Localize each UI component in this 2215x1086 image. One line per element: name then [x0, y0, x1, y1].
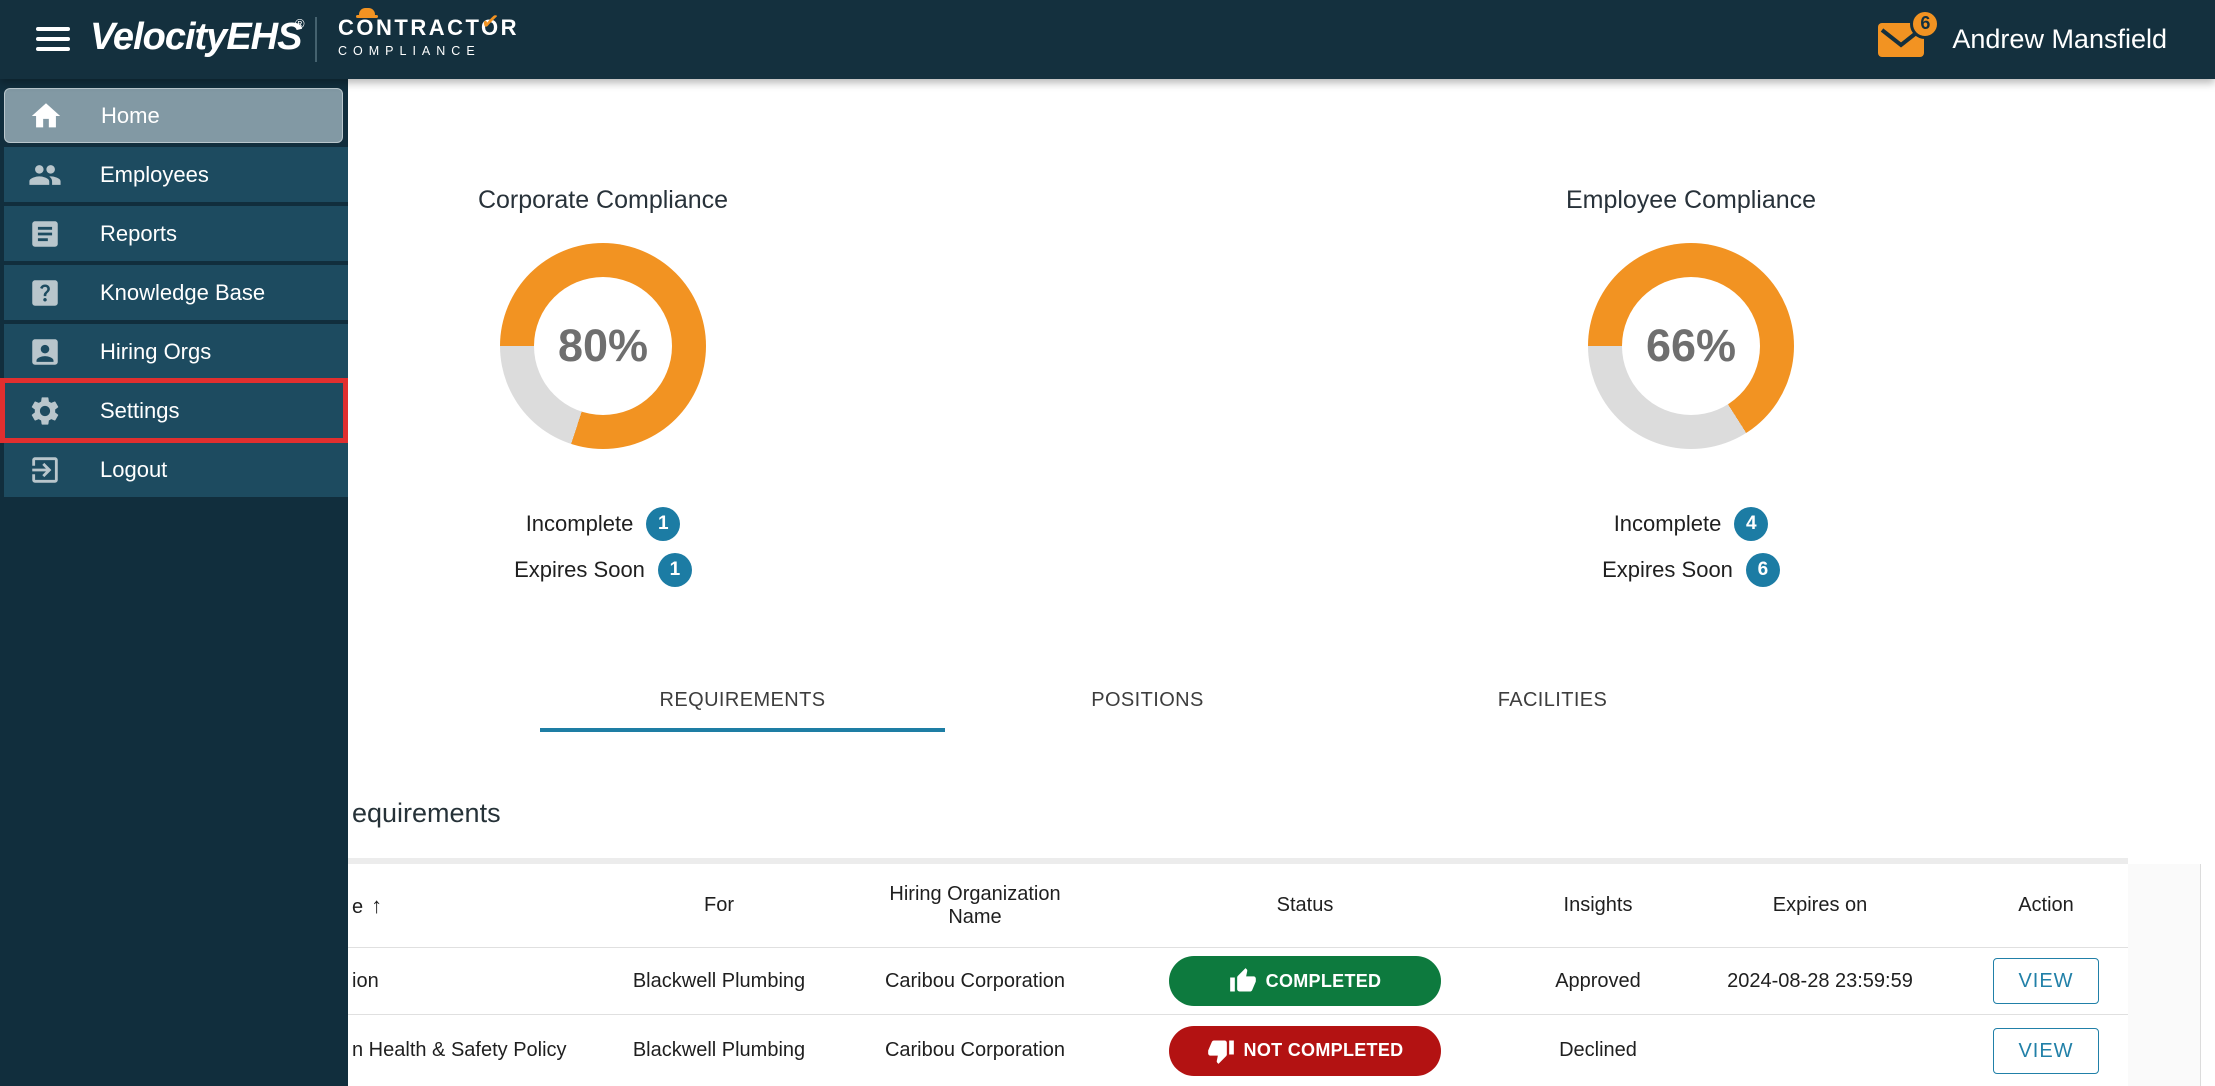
- column-header-status[interactable]: Status: [1276, 894, 1334, 916]
- requirement-name-cell: n Health & Safety Policy: [352, 1039, 567, 1061]
- notifications-button[interactable]: 6: [1878, 8, 1941, 57]
- notification-count-badge: 6: [1910, 8, 1941, 39]
- employee-compliance-title: Employee Compliance: [1565, 186, 1817, 214]
- corporate-expires-soon-row: Expires Soon 1: [393, 553, 813, 587]
- section-divider: [348, 858, 2128, 864]
- status-badge-not-completed: NOT COMPLETED: [1169, 1025, 1441, 1076]
- column-header-action[interactable]: Action: [2018, 894, 2074, 916]
- report-document-icon: [28, 217, 62, 251]
- velocityehs-logo: VelocityEHS: [90, 16, 302, 58]
- column-header-for[interactable]: For: [704, 894, 734, 916]
- employee-compliance-percent: 66%: [1645, 320, 1737, 371]
- employee-incomplete-count-badge: 4: [1734, 507, 1769, 541]
- tab-facilities[interactable]: FACILITIES: [1497, 688, 1608, 711]
- action-cell: VIEW: [1964, 958, 2128, 1004]
- gear-icon: [28, 394, 62, 428]
- hard-hat-icon: [356, 8, 378, 18]
- corporate-expires-soon-count-badge: 1: [657, 553, 692, 587]
- column-header-insights[interactable]: Insights: [1563, 894, 1633, 916]
- corporate-compliance-donut-chart: 80%: [500, 243, 706, 449]
- corporate-compliance-percent: 80%: [557, 320, 649, 371]
- user-name[interactable]: Andrew Mansfield: [1952, 24, 2167, 54]
- hamburger-menu-icon[interactable]: [36, 27, 72, 53]
- employee-expires-soon-count-badge: 6: [1745, 553, 1780, 587]
- view-button[interactable]: VIEW: [1993, 958, 2099, 1004]
- employee-incomplete-row: Incomplete 4: [1481, 507, 1901, 541]
- employee-expires-soon-row: Expires Soon 6: [1481, 553, 1901, 587]
- sidebar-item-home[interactable]: Home: [4, 88, 343, 143]
- top-app-bar: VelocityEHS ® CONTRACTOR ✓ COMPLIANCE 6 …: [0, 0, 2215, 79]
- sidebar-item-knowledge-base[interactable]: Knowledge Base: [4, 265, 348, 320]
- column-header-hiring-org[interactable]: Hiring Organization Name: [889, 882, 1061, 928]
- home-icon: [29, 99, 63, 133]
- corporate-incomplete-count-badge: 1: [646, 507, 681, 541]
- status-cell: NOT COMPLETED: [1090, 1025, 1520, 1076]
- insights-cell: Approved: [1555, 969, 1641, 992]
- thumb-down-icon: [1207, 1040, 1234, 1064]
- help-question-icon: [28, 276, 62, 310]
- requirements-table: e ↑ For Hiring Organization Name Status I…: [348, 864, 2128, 1086]
- expires-on-cell: 2024-08-28 23:59:59: [1727, 969, 1913, 992]
- logout-icon: [28, 453, 62, 487]
- user-area: 6 Andrew Mansfield: [1878, 0, 2167, 79]
- requirement-name-cell: ion: [352, 969, 379, 992]
- scrollbar-track-line: [2200, 864, 2201, 1086]
- column-header-name-sorted[interactable]: e ↑: [352, 892, 383, 918]
- contact-card-icon: [28, 335, 62, 369]
- hiring-org-cell: Caribou Corporation: [884, 969, 1066, 992]
- hiring-org-cell: Caribou Corporation: [884, 1039, 1066, 1061]
- table-right-gutter: [2128, 864, 2215, 1086]
- sidebar-item-reports[interactable]: Reports: [4, 206, 348, 261]
- contractor-wordmark: CONTRACTOR ✓: [338, 7, 520, 40]
- sidebar-item-logout[interactable]: Logout: [4, 442, 348, 497]
- status-cell: COMPLETED: [1090, 956, 1520, 1006]
- tab-positions[interactable]: POSITIONS: [1091, 688, 1204, 711]
- requirements-section-heading: equirements: [352, 798, 501, 828]
- table-row: ion Blackwell Plumbing Caribou Corporati…: [348, 948, 2128, 1015]
- corporate-compliance-title: Corporate Compliance: [477, 186, 729, 214]
- check-icon: ✓: [479, 7, 504, 36]
- sort-ascending-icon: ↑: [371, 892, 383, 918]
- for-cell: Blackwell Plumbing: [632, 969, 806, 992]
- tab-requirements[interactable]: REQUIREMENTS: [540, 668, 945, 732]
- tab-bar: REQUIREMENTS POSITIONS FACILITIES: [540, 668, 1755, 732]
- sidebar-item-hiring-orgs[interactable]: Hiring Orgs: [4, 324, 348, 379]
- sidebar-item-employees[interactable]: Employees: [4, 147, 348, 202]
- status-badge-completed: COMPLETED: [1169, 956, 1441, 1006]
- contractor-compliance-logo: CONTRACTOR ✓ COMPLIANCE: [338, 7, 520, 58]
- scrollbar-track[interactable]: [2201, 864, 2215, 1086]
- sidebar-item-settings[interactable]: Settings: [4, 383, 348, 438]
- compliance-wordmark: COMPLIANCE: [338, 44, 481, 58]
- thumb-up-icon: [1229, 968, 1256, 992]
- action-cell: VIEW: [1964, 1027, 2128, 1074]
- insights-cell: Declined: [1559, 1039, 1637, 1061]
- sidebar-nav: Home Employees Reports Knowledge Base: [0, 79, 348, 1086]
- column-header-expires-on[interactable]: Expires on: [1772, 894, 1868, 916]
- corporate-incomplete-row: Incomplete 1: [393, 507, 813, 541]
- registered-trademark: ®: [295, 16, 305, 31]
- table-row: n Health & Safety Policy Blackwell Plumb…: [348, 1015, 2128, 1086]
- view-button[interactable]: VIEW: [1993, 1027, 2099, 1074]
- people-icon: [28, 158, 62, 192]
- table-header-row: e ↑ For Hiring Organization Name Status I…: [348, 864, 2128, 948]
- for-cell: Blackwell Plumbing: [632, 1039, 806, 1061]
- employee-compliance-donut-chart: 66%: [1588, 243, 1794, 449]
- logo-divider: [315, 17, 317, 62]
